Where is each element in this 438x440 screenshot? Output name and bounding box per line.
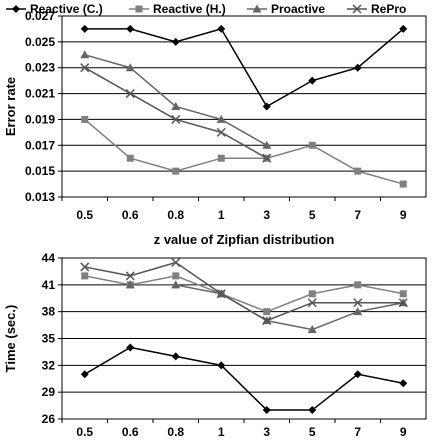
x-tick-label: 0.6: [122, 208, 139, 222]
data-point: [80, 50, 89, 58]
data-point: [309, 290, 316, 297]
x-tick-label: 5: [309, 425, 316, 439]
y-axis-title: Error rate: [3, 77, 18, 136]
data-point: [172, 168, 179, 175]
x-tick-label: 9: [400, 425, 407, 439]
data-point: [172, 272, 179, 279]
data-point: [172, 352, 180, 360]
data-point: [172, 38, 180, 46]
legend-item-repro: RePro: [347, 2, 406, 16]
x-axis-title: z value of Zipfian distribution: [154, 232, 335, 247]
data-point: [263, 103, 271, 111]
y-tick-label: 44: [42, 251, 56, 265]
y-tick-label: 0.015: [25, 164, 55, 178]
y-axis-title: Time (sec.): [3, 305, 18, 373]
data-point: [81, 370, 89, 378]
series-repro: [81, 64, 271, 162]
y-tick-label: 0.017: [25, 138, 55, 152]
data-point: [81, 116, 88, 123]
x-tick-label: 0.8: [167, 208, 184, 222]
data-point: [172, 258, 180, 266]
data-point: [217, 128, 225, 136]
plot-frame: [62, 16, 426, 197]
y-tick-label: 32: [42, 358, 56, 372]
data-point: [126, 343, 134, 351]
legend-label: Reactive (H.): [153, 2, 226, 16]
y-tick-label: 29: [42, 385, 56, 399]
x-tick-label: 7: [354, 208, 361, 222]
data-point: [263, 308, 270, 315]
data-point: [399, 379, 407, 387]
data-point: [217, 25, 225, 33]
data-point: [81, 272, 88, 279]
series-line: [85, 68, 267, 158]
data-point: [126, 25, 134, 33]
legend-label: RePro: [371, 2, 406, 16]
y-tick-label: 0.019: [25, 112, 55, 126]
y-tick-label: 0.021: [25, 87, 55, 101]
x-tick-label: 0.5: [76, 425, 93, 439]
x-tick-label: 0.8: [167, 425, 184, 439]
legend-label: Proactive: [271, 2, 325, 16]
data-point: [400, 181, 407, 188]
legend-item-reactive-h: Reactive (H.): [129, 2, 226, 16]
data-point: [127, 155, 134, 162]
legend-item-proactive: Proactive: [247, 2, 325, 16]
y-tick-label: 0.023: [25, 61, 55, 75]
y-tick-label: 0.013: [25, 190, 55, 204]
y-tick-label: 35: [42, 332, 56, 346]
x-tick-label: 5: [309, 208, 316, 222]
y-tick-label: 26: [42, 412, 56, 426]
error-rate-chart: 0.013 0.015 0.017 0.019 0.021 0.023 0.025 0.027…: [3, 9, 426, 247]
x-tick-label: 9: [400, 208, 407, 222]
x-tick-label: 0.5: [76, 208, 93, 222]
data-point: [218, 155, 225, 162]
legend-marker-square: [136, 6, 143, 13]
data-point: [354, 281, 361, 288]
legend-marker-diamond: [12, 5, 20, 13]
data-point: [354, 168, 361, 175]
y-tick-label: 41: [42, 278, 56, 292]
x-tick-label: 0.6: [122, 425, 139, 439]
y-tick-label: 38: [42, 305, 56, 319]
series-reactive-h: [81, 116, 407, 188]
series-line: [85, 347, 404, 410]
x-tick-label: 3: [263, 208, 270, 222]
x-tick-label: 3: [263, 425, 270, 439]
x-tick-label: 1: [218, 425, 225, 439]
data-point: [400, 290, 407, 297]
data-point: [308, 77, 316, 85]
series-proactive: [126, 280, 408, 333]
x-tick-label: 1: [218, 208, 225, 222]
series-line: [85, 55, 267, 146]
y-tick-label: 0.025: [25, 35, 55, 49]
y-tick-label: 0.027: [25, 9, 55, 23]
series-reactive-c: [81, 343, 408, 414]
data-point: [309, 142, 316, 149]
series-line: [85, 276, 404, 312]
x-tick-label: 7: [354, 425, 361, 439]
data-point: [81, 25, 89, 33]
legend: Reactive (C.) Reactive (H.) Proactive RePro: [6, 2, 406, 16]
